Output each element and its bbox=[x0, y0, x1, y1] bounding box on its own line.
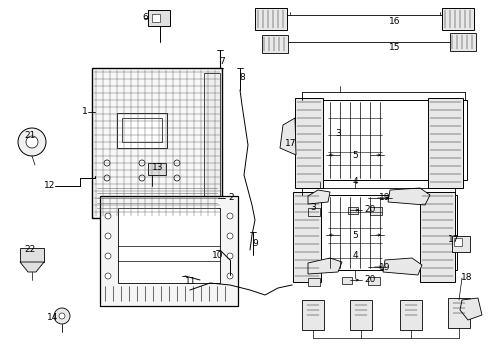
Text: 20: 20 bbox=[364, 275, 376, 284]
Circle shape bbox=[18, 128, 46, 156]
Bar bbox=[420, 192, 455, 282]
Polygon shape bbox=[308, 258, 342, 274]
Bar bbox=[400, 300, 422, 330]
Circle shape bbox=[227, 213, 233, 219]
Text: 10: 10 bbox=[212, 251, 224, 260]
Bar bbox=[293, 192, 321, 282]
Bar bbox=[100, 196, 238, 306]
Text: 18: 18 bbox=[461, 274, 472, 283]
Bar bbox=[448, 298, 470, 328]
Text: 6: 6 bbox=[142, 13, 148, 22]
Text: 12: 12 bbox=[44, 181, 55, 190]
Bar bbox=[92, 68, 222, 218]
Text: 1: 1 bbox=[82, 108, 88, 117]
Text: 17: 17 bbox=[285, 139, 296, 148]
Bar bbox=[148, 163, 166, 175]
Text: 15: 15 bbox=[389, 44, 401, 53]
Bar bbox=[117, 113, 167, 148]
Text: 11: 11 bbox=[185, 276, 196, 285]
Bar bbox=[302, 100, 467, 180]
Text: 8: 8 bbox=[239, 73, 245, 82]
Polygon shape bbox=[460, 298, 482, 320]
Text: 16: 16 bbox=[389, 18, 401, 27]
Bar bbox=[204, 73, 220, 213]
Circle shape bbox=[139, 160, 145, 166]
Text: 13: 13 bbox=[152, 163, 164, 172]
Text: 14: 14 bbox=[47, 314, 58, 323]
Text: 20: 20 bbox=[364, 206, 376, 215]
Text: 4: 4 bbox=[352, 176, 358, 185]
Bar bbox=[302, 195, 457, 270]
Bar bbox=[295, 98, 323, 188]
Polygon shape bbox=[20, 262, 44, 272]
Bar bbox=[118, 208, 220, 283]
Circle shape bbox=[59, 313, 65, 319]
Bar bbox=[262, 35, 288, 53]
Bar bbox=[152, 14, 160, 22]
Text: 7: 7 bbox=[219, 58, 225, 67]
Circle shape bbox=[104, 175, 110, 181]
Polygon shape bbox=[280, 118, 296, 155]
Text: 5: 5 bbox=[352, 230, 358, 239]
Text: 3: 3 bbox=[335, 129, 341, 138]
Bar bbox=[348, 207, 358, 214]
Circle shape bbox=[105, 253, 111, 259]
Text: 9: 9 bbox=[252, 238, 258, 248]
Polygon shape bbox=[383, 258, 422, 275]
Bar bbox=[442, 8, 474, 30]
Circle shape bbox=[139, 175, 145, 181]
Bar bbox=[454, 238, 462, 246]
Circle shape bbox=[105, 273, 111, 279]
Bar bbox=[20, 248, 44, 262]
Circle shape bbox=[227, 233, 233, 239]
Text: 3: 3 bbox=[310, 202, 316, 211]
Circle shape bbox=[105, 233, 111, 239]
Bar bbox=[255, 8, 287, 30]
Circle shape bbox=[104, 160, 110, 166]
Bar bbox=[370, 207, 382, 215]
Bar bbox=[308, 208, 320, 216]
Polygon shape bbox=[308, 190, 330, 204]
Circle shape bbox=[227, 273, 233, 279]
Bar bbox=[350, 300, 372, 330]
Bar bbox=[450, 33, 476, 51]
Bar bbox=[428, 98, 463, 188]
Polygon shape bbox=[388, 188, 430, 205]
Text: 4: 4 bbox=[352, 251, 358, 260]
Text: 21: 21 bbox=[24, 130, 36, 139]
Bar bbox=[452, 236, 470, 252]
Circle shape bbox=[174, 160, 180, 166]
Circle shape bbox=[174, 175, 180, 181]
Circle shape bbox=[26, 136, 38, 148]
Bar bbox=[342, 277, 352, 284]
Bar bbox=[302, 300, 324, 330]
Bar bbox=[368, 277, 380, 285]
Circle shape bbox=[105, 213, 111, 219]
Text: 19: 19 bbox=[379, 194, 391, 202]
Text: 19: 19 bbox=[379, 262, 391, 271]
Text: 22: 22 bbox=[24, 246, 36, 255]
Text: 2: 2 bbox=[228, 194, 234, 202]
Bar bbox=[308, 278, 320, 286]
Circle shape bbox=[54, 308, 70, 324]
Circle shape bbox=[227, 253, 233, 259]
Text: 5: 5 bbox=[352, 150, 358, 159]
Bar bbox=[148, 10, 170, 26]
Bar bbox=[122, 118, 162, 142]
Text: 17: 17 bbox=[448, 235, 460, 244]
